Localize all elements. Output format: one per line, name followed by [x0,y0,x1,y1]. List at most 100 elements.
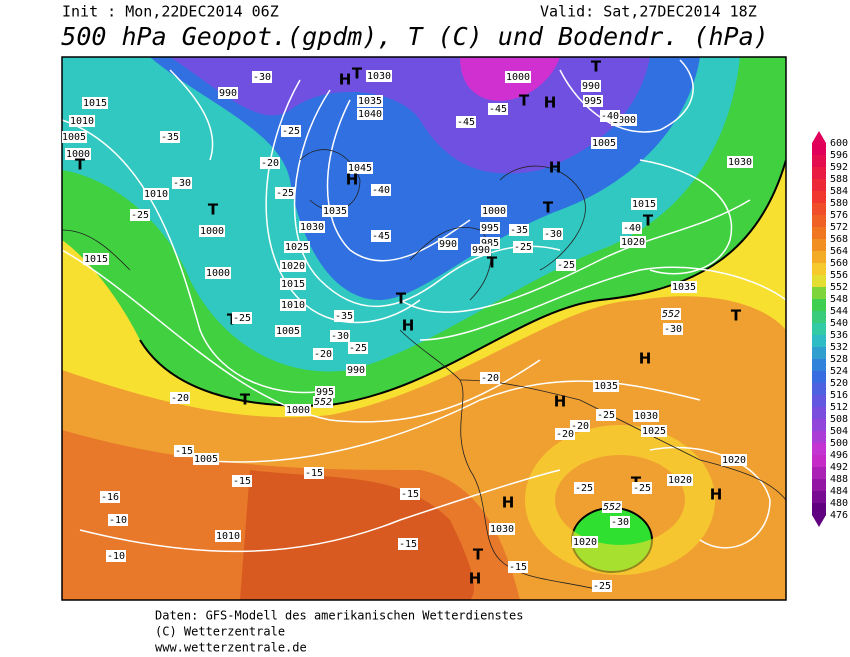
label-box [456,116,476,128]
colorbar-cell [812,251,826,264]
colorbar-cell [812,287,826,300]
colorbar-tick-label: 536 [830,330,848,341]
colorbar-tick-label: 488 [830,474,848,485]
temperature-label: -20 [171,393,189,404]
colorbar-tick-label: 548 [830,294,848,305]
temperature-label: -15 [233,476,251,487]
high-marker: H [339,71,352,89]
colorbar-tick-label: 520 [830,378,848,389]
colorbar-cell [812,275,826,288]
pressure-label: 1035 [672,282,696,293]
colorbar-cell [812,179,826,192]
label-box [661,308,681,320]
colorbar-cell [812,263,826,276]
high-marker: H [502,494,515,512]
label-box [334,310,354,322]
colorbar-cell [812,299,826,312]
colorbar-cell [812,215,826,228]
colorbar-tick-label: 576 [830,210,848,221]
temperature-label: -25 [557,260,575,271]
colorbar-cell [812,359,826,372]
label-box [193,453,219,465]
high-marker: H [469,570,482,588]
label-box [632,482,652,494]
label-box [275,325,301,337]
pressure-label: 995 [584,96,602,107]
label-box [671,281,697,293]
height-label: 552 [314,397,332,408]
pressure-label: 1010 [70,116,94,127]
label-box [633,410,659,422]
label-box [488,103,508,115]
temperature-label: -25 [597,410,615,421]
label-box [82,97,108,109]
temperature-label: -35 [335,311,353,322]
colorbar-tick-label: 544 [830,306,848,317]
label-box [346,364,366,376]
label-box [108,514,128,526]
label-box [480,372,500,384]
pressure-label: 990 [439,239,457,250]
label-box [556,259,576,271]
colorbar-cell [812,479,826,492]
label-box [572,536,598,548]
pressure-label: 990 [219,88,237,99]
pressure-label: 1000 [66,149,90,160]
label-box [174,445,194,457]
low-marker: T [543,199,554,217]
label-box [106,550,126,562]
label-box [471,244,491,256]
label-box [65,148,91,160]
label-box [574,482,594,494]
high-marker: H [402,317,415,335]
colorbar-tick-label: 572 [830,222,848,233]
field-ring [525,425,715,575]
colorbar-tick-label: 508 [830,414,848,425]
temperature-label: -40 [372,185,390,196]
colorbar-tick-label: 596 [830,150,848,161]
colorbar-cell [812,239,826,252]
colorbar-cell [812,419,826,432]
colorbar-tick-label: 528 [830,354,848,365]
colorbar-tick-label: 504 [830,426,848,437]
label-box [215,530,241,542]
label-box [371,230,391,242]
pressure-label: 1045 [348,163,372,174]
pressure-label: 1030 [728,157,752,168]
pressure-label: 1005 [194,454,218,465]
colorbar-cap [812,131,826,143]
label-box [489,523,515,535]
high-marker: H [544,94,557,112]
pressure-label: 990 [347,365,365,376]
temperature-label: -35 [161,132,179,143]
high-marker: H [554,393,567,411]
pressure-label: 1020 [573,537,597,548]
colorbar-tick-label: 512 [830,402,848,413]
temperature-label: -30 [544,229,562,240]
colorbar-cell [812,335,826,348]
label-box [199,225,225,237]
colorbar-tick-label: 560 [830,258,848,269]
pressure-label: 1020 [722,455,746,466]
colorbar-tick-label: 580 [830,198,848,209]
label-box [481,205,507,217]
label-box [62,131,87,143]
pressure-label: 1010 [216,531,240,542]
label-box [400,488,420,500]
label-box [631,198,657,210]
label-box [280,260,306,272]
label-box [600,110,620,122]
label-box [592,580,612,592]
pressure-label: 1015 [83,98,107,109]
colorbar-tick-label: 584 [830,186,848,197]
temperature-label: -45 [489,104,507,115]
temperature-label: -10 [109,515,127,526]
low-marker: T [487,254,498,272]
footer-line: (C) Wetterzentrale [155,625,285,639]
colorbar-cell [812,407,826,420]
pressure-label: 1030 [490,524,514,535]
colorbar-tick-label: 484 [830,486,848,497]
label-box [252,71,272,83]
temperature-label: -15 [401,489,419,500]
colorbar-tick-label: 500 [830,438,848,449]
